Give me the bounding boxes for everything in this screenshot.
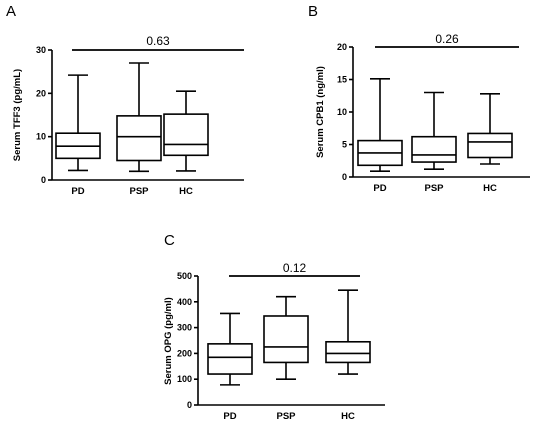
x-tick-label: HC xyxy=(341,411,355,422)
p-value-label: 0.63 xyxy=(146,34,170,48)
iqr-box xyxy=(207,343,253,375)
x-tick-label: HC xyxy=(179,186,193,197)
panel-b: B Serum CPB1 (ng/ml) 0 5 10 15 20 PD PSP HC 0.26 xyxy=(308,3,530,194)
p-value-label: 0.12 xyxy=(283,261,307,275)
iqr-box xyxy=(411,135,457,163)
y-tick-label: 20 xyxy=(337,42,347,52)
box-psp xyxy=(411,91,457,170)
x-tick-label: PD xyxy=(373,183,386,194)
plot-area: 0 5 10 15 20 PD PSP HC 0.26 xyxy=(337,32,530,194)
y-tick-label: 30 xyxy=(36,45,46,55)
y-tick-label: 20 xyxy=(36,88,46,98)
y-tick-label: 0 xyxy=(187,400,192,410)
p-value-label: 0.26 xyxy=(435,32,459,46)
panel-c: C Serum OPG (pg/ml) 0 100 200 300 400 500 PD PS… xyxy=(163,232,385,422)
y-tick-label: 300 xyxy=(177,323,192,333)
y-tick-label: 10 xyxy=(36,132,46,142)
plot-area: 0 10 20 30 PD PSP HC 0.63 xyxy=(36,34,244,197)
x-tick-label: PSP xyxy=(129,186,149,197)
x-tick-label: PSP xyxy=(276,411,296,422)
plot-area: 0 100 200 300 400 500 PD PSP HC 0.12 xyxy=(177,261,385,422)
y-tick-label: 500 xyxy=(177,271,192,281)
x-tick-label: PD xyxy=(223,411,236,422)
box-pd xyxy=(357,78,403,172)
box-hc xyxy=(325,289,371,375)
x-tick-label: PD xyxy=(71,186,84,197)
y-tick-label: 15 xyxy=(337,75,347,85)
iqr-box xyxy=(325,340,371,364)
box-hc xyxy=(467,93,513,165)
x-tick-label: HC xyxy=(483,183,497,194)
box-psp xyxy=(116,62,162,173)
panel-label: A xyxy=(6,3,16,20)
panel-a: A Serum TFF3 (pg/mL) 0 10 20 30 PD PSP HC 0.63 xyxy=(6,3,244,197)
y-tick-label: 0 xyxy=(342,172,347,182)
box-psp xyxy=(263,295,309,381)
y-axis-label: Serum CPB1 (ng/ml) xyxy=(315,66,326,158)
box-pd xyxy=(207,312,253,386)
box-hc xyxy=(163,90,209,172)
y-tick-label: 100 xyxy=(177,374,192,384)
y-tick-label: 400 xyxy=(177,297,192,307)
y-tick-label: 5 xyxy=(342,140,347,150)
y-axis-label: Serum OPG (pg/ml) xyxy=(163,297,174,385)
iqr-box xyxy=(467,132,513,159)
iqr-box xyxy=(163,113,209,157)
iqr-box xyxy=(116,115,162,162)
iqr-box xyxy=(263,315,309,364)
y-tick-label: 10 xyxy=(337,107,347,117)
box-pd xyxy=(55,74,101,172)
y-axis-label: Serum TFF3 (pg/mL) xyxy=(12,69,23,161)
y-tick-label: 0 xyxy=(41,175,46,185)
panel-label: C xyxy=(164,232,175,249)
x-tick-label: PSP xyxy=(424,183,444,194)
y-tick-label: 200 xyxy=(177,348,192,358)
panel-label: B xyxy=(308,3,318,20)
